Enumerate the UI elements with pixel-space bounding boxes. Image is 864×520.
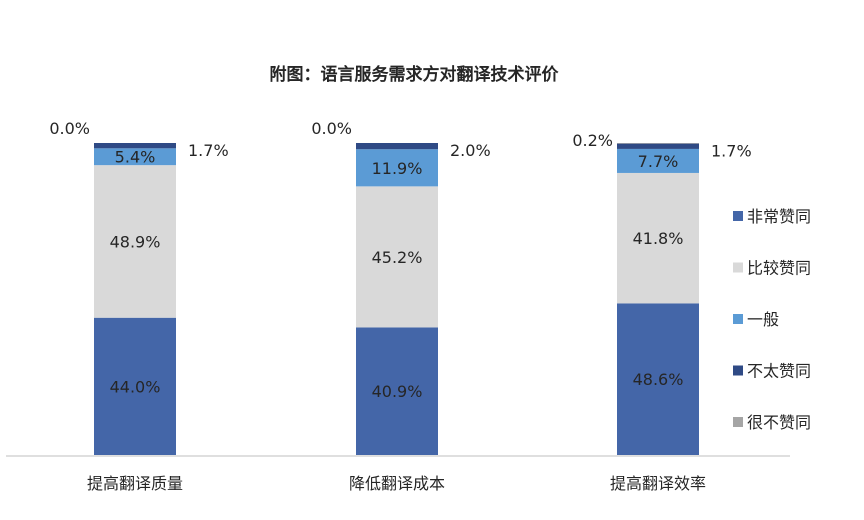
bar-segment-2-0	[94, 148, 176, 166]
legend-label-4: 很不赞同	[747, 413, 811, 432]
data-label-3-0: 1.7%	[188, 141, 229, 160]
bar-segment-0-1	[356, 327, 438, 455]
category-label-0: 提高翻译质量	[87, 474, 183, 493]
bar-segment-0-0	[94, 317, 176, 455]
bar-segment-0-2	[617, 303, 699, 455]
bar-segment-2-1	[356, 149, 438, 187]
data-label-2-2: 7.7%	[638, 152, 679, 171]
bar-segment-1-2	[617, 172, 699, 304]
data-label-1-0: 48.9%	[110, 232, 161, 251]
data-label-4-2: 0.2%	[572, 131, 613, 150]
legend-swatch-3	[733, 365, 743, 376]
bar-segment-2-2	[617, 148, 699, 173]
bar-segment-3-0	[94, 143, 176, 149]
data-label-2-1: 11.9%	[372, 159, 423, 178]
bar-segment-1-0	[94, 165, 176, 318]
chart-title: 附图：语言服务需求方对翻译技术评价	[270, 64, 560, 85]
bar-segment-3-2	[617, 143, 699, 149]
data-label-2-0: 5.4%	[115, 148, 156, 167]
legend-label-2: 一般	[747, 310, 779, 329]
data-label-4-0: 0.0%	[49, 119, 90, 138]
data-label-1-1: 45.2%	[372, 248, 423, 267]
data-label-3-2: 1.7%	[711, 142, 752, 161]
legend-swatch-2	[733, 314, 743, 324]
bar-segment-1-1	[356, 186, 438, 328]
category-label-1: 降低翻译成本	[349, 474, 445, 493]
data-label-0-1: 40.9%	[372, 382, 423, 401]
bars-group	[94, 143, 699, 455]
legend-swatch-4	[733, 417, 743, 427]
bar-segment-4-2	[617, 143, 699, 144]
legend-swatch-0	[733, 211, 743, 221]
category-labels-group: 提高翻译质量 降低翻译成本 提高翻译效率	[87, 474, 706, 493]
data-label-3-1: 2.0%	[450, 141, 491, 160]
category-label-2: 提高翻译效率	[610, 474, 706, 493]
legend-label-1: 比较赞同	[747, 259, 811, 278]
bar-segment-3-1	[356, 143, 438, 150]
data-label-4-1: 0.0%	[311, 119, 352, 138]
legend-label-0: 非常赞同	[747, 207, 811, 226]
legend-swatch-1	[733, 262, 743, 273]
data-label-0-0: 44.0%	[110, 377, 161, 396]
data-labels-group: 44.0% 48.9% 5.4% 1.7% 0.0% 40.9% 45.2% 11.9% 2.0…	[49, 119, 751, 401]
data-label-1-2: 41.8%	[633, 229, 684, 248]
data-label-0-2: 48.6%	[633, 370, 684, 389]
legend-label-3: 不太赞同	[747, 362, 811, 381]
